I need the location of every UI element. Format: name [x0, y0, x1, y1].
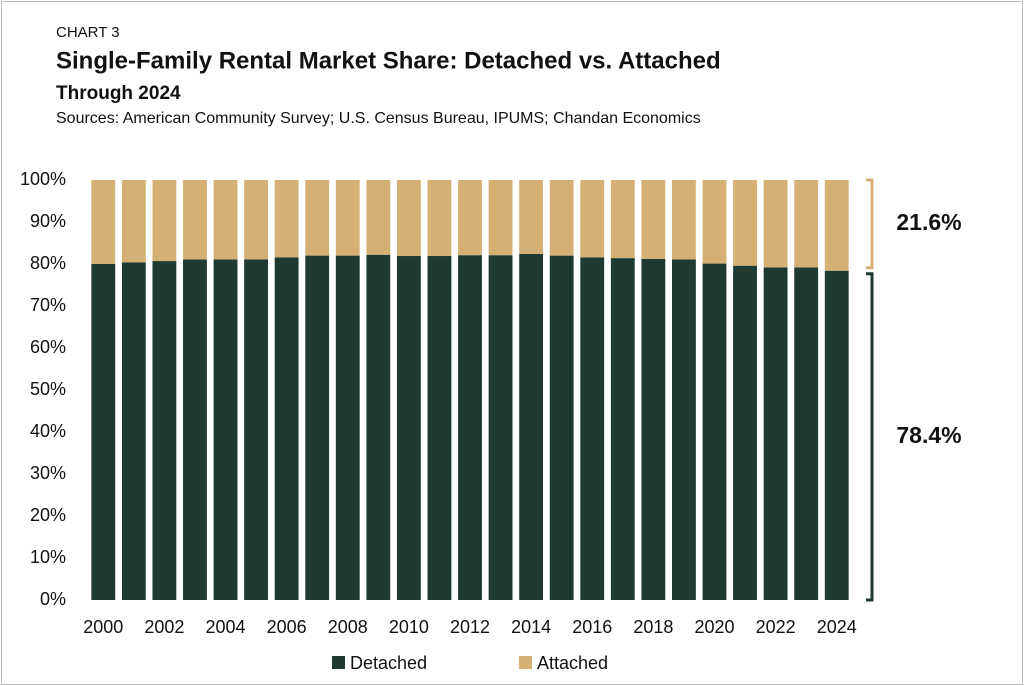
bar-segment — [121, 180, 146, 263]
bar-segment — [427, 180, 452, 257]
y-tick-label: 60% — [30, 337, 66, 357]
bar-segment — [763, 180, 788, 268]
bracket — [866, 272, 874, 602]
legend-swatch — [519, 656, 532, 669]
x-tick-label: 2012 — [450, 617, 490, 637]
bar-segment — [183, 259, 207, 600]
bar-segment — [335, 180, 360, 256]
bar-segment — [213, 259, 238, 600]
bar-segment — [121, 262, 146, 600]
bar-segment — [91, 180, 116, 264]
bar-segment — [580, 257, 605, 600]
bar-segment — [488, 180, 513, 256]
y-tick-label: 80% — [30, 253, 66, 273]
bar-segment — [763, 267, 788, 600]
y-tick-label: 30% — [30, 463, 66, 483]
x-tick-label: 2008 — [328, 617, 368, 637]
bar-segment — [244, 180, 268, 260]
bar-segment — [305, 180, 330, 256]
x-tick-label: 2006 — [267, 617, 307, 637]
x-tick-label: 2024 — [817, 617, 857, 637]
x-tick-label: 2022 — [756, 617, 796, 637]
bar-segment — [702, 180, 727, 264]
x-tick-label: 2004 — [205, 617, 245, 637]
bar-segment — [702, 263, 727, 600]
y-tick-label: 70% — [30, 295, 66, 315]
chart-label: CHART 3 — [56, 24, 120, 41]
bar-segment — [396, 180, 421, 257]
bar-segment — [366, 180, 391, 255]
bar-segment — [641, 258, 666, 600]
annotation-label: 21.6% — [896, 209, 961, 235]
bar-segment — [91, 264, 116, 600]
annotation-label: 78.4% — [896, 422, 961, 448]
bar-segment — [794, 180, 819, 268]
bar-segment — [274, 257, 299, 600]
bar-segment — [274, 180, 299, 258]
bar-segment — [305, 255, 330, 600]
bar-segment — [610, 180, 635, 259]
y-tick-label: 100% — [20, 169, 66, 189]
bar-segment — [672, 180, 696, 260]
bracket — [866, 178, 874, 270]
bar-segment — [366, 254, 391, 600]
x-tick-label: 2018 — [633, 617, 673, 637]
legend-swatch — [332, 656, 345, 669]
bar-segment — [794, 267, 819, 600]
bar-segment — [733, 180, 757, 266]
bar-segment — [610, 258, 635, 600]
x-tick-label: 2020 — [694, 617, 734, 637]
bar-segment — [458, 180, 482, 256]
bar-segment — [152, 261, 177, 600]
bar-segment — [458, 255, 482, 600]
y-tick-label: 40% — [30, 421, 66, 441]
y-tick-label: 20% — [30, 505, 66, 525]
x-tick-label: 2010 — [389, 617, 429, 637]
bar-segment — [152, 180, 177, 262]
bar-segment — [244, 259, 268, 600]
bar-segment — [580, 180, 605, 258]
x-tick-label: 2016 — [572, 617, 612, 637]
bar-segment — [183, 180, 207, 260]
bar-segment — [396, 256, 421, 600]
y-tick-label: 10% — [30, 547, 66, 567]
x-tick-label: 2014 — [511, 617, 551, 637]
y-tick-label: 50% — [30, 379, 66, 399]
bar-segment — [335, 255, 360, 600]
bar-segment — [519, 253, 544, 601]
bar-segment — [549, 255, 574, 600]
bar-segment — [427, 256, 452, 600]
x-tick-label: 2002 — [144, 617, 184, 637]
legend-label: Attached — [537, 653, 608, 673]
bar-segment — [213, 180, 238, 260]
bar-segment — [488, 255, 513, 600]
chart-subtitle: Through 2024 — [56, 83, 181, 104]
bar-segment — [824, 180, 849, 271]
chart-source: Sources: American Community Survey; U.S.… — [56, 110, 701, 127]
y-tick-label: 0% — [40, 589, 66, 609]
legend-label: Detached — [350, 653, 427, 673]
chart-title: Single-Family Rental Market Share: Detac… — [56, 47, 721, 74]
bar-segment — [672, 259, 696, 600]
bar-segment — [641, 180, 666, 259]
y-tick-label: 90% — [30, 211, 66, 231]
bar-segment — [549, 180, 574, 256]
bar-segment — [824, 270, 849, 600]
x-tick-label: 2000 — [83, 617, 123, 637]
bar-segment — [733, 265, 757, 600]
bar-segment — [519, 180, 544, 254]
